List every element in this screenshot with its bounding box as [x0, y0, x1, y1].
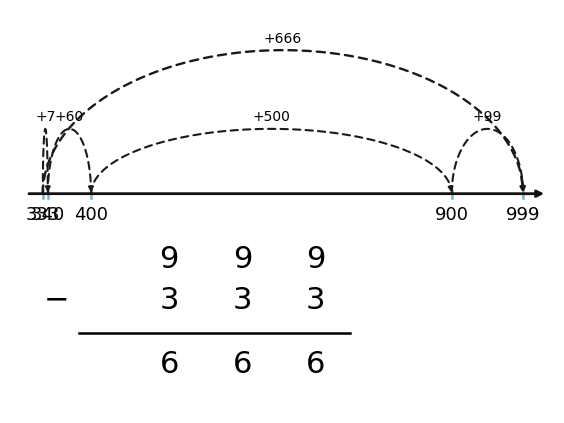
Text: 6: 6 — [233, 350, 252, 379]
Text: 9: 9 — [306, 245, 325, 274]
Text: 3: 3 — [306, 286, 325, 315]
Text: 3: 3 — [233, 286, 252, 315]
Text: 340: 340 — [30, 206, 65, 225]
Text: 333: 333 — [25, 206, 60, 225]
Text: 400: 400 — [74, 206, 108, 225]
Text: +99: +99 — [473, 110, 502, 124]
Text: 9: 9 — [160, 245, 179, 274]
Text: 9: 9 — [233, 245, 252, 274]
Text: 900: 900 — [435, 206, 469, 225]
Text: +7: +7 — [35, 110, 55, 124]
Text: 6: 6 — [306, 350, 325, 379]
Text: 999: 999 — [506, 206, 540, 225]
Text: 3: 3 — [160, 286, 179, 315]
Text: −: − — [43, 286, 69, 315]
Text: 6: 6 — [160, 350, 179, 379]
Text: +500: +500 — [253, 110, 290, 124]
Text: +666: +666 — [264, 31, 302, 46]
Text: +60: +60 — [55, 110, 84, 124]
